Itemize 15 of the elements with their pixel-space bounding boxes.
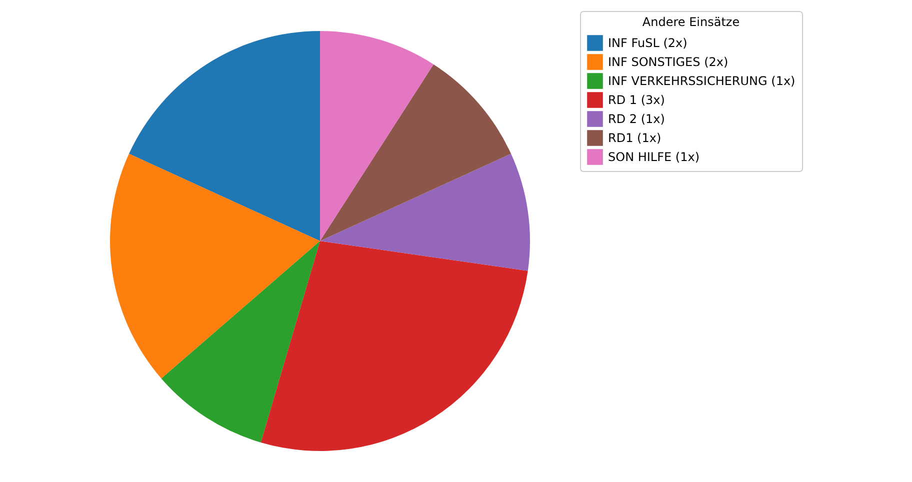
- pie-slice: [320, 154, 530, 271]
- legend-label: INF VERKEHRSSICHERUNG (1x): [608, 74, 796, 88]
- legend-label: RD1 (1x): [608, 131, 662, 145]
- legend-label: INF FuSL (2x): [608, 36, 688, 50]
- pie-slice: [110, 154, 320, 379]
- pie-slice: [260, 241, 528, 451]
- pie-slice: [320, 64, 512, 241]
- legend-title: Andere Einsätze: [642, 15, 740, 29]
- legend-label: SON HILFE (1x): [608, 150, 700, 164]
- pie-slice: [320, 31, 434, 241]
- legend-label: RD 1 (3x): [608, 93, 665, 107]
- legend-label: RD 2 (1x): [608, 112, 665, 126]
- legend-label: INF SONSTIGES (2x): [608, 55, 728, 69]
- pie-slice: [128, 31, 320, 241]
- pie-slice: [161, 241, 320, 442]
